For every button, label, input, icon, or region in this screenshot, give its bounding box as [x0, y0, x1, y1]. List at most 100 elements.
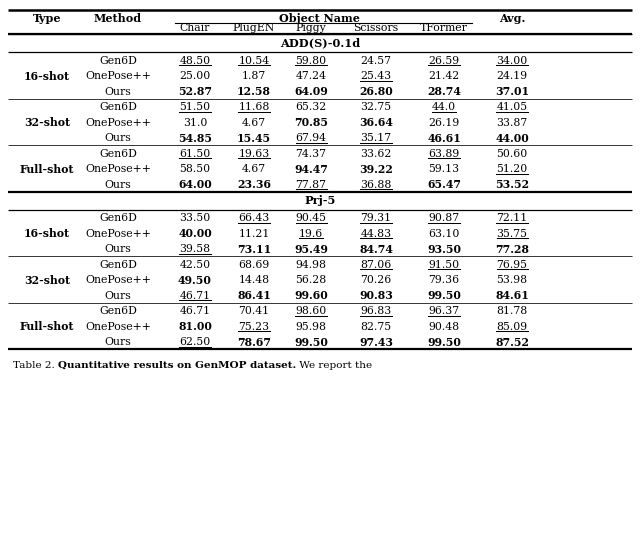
Text: 58.50: 58.50	[179, 164, 211, 174]
Text: 70.26: 70.26	[360, 275, 392, 285]
Text: 46.71: 46.71	[179, 291, 211, 301]
Text: 10.54: 10.54	[239, 56, 269, 65]
Text: 94.98: 94.98	[296, 259, 326, 270]
Text: 39.58: 39.58	[179, 244, 211, 254]
Text: 62.50: 62.50	[179, 337, 211, 347]
Text: 32.75: 32.75	[360, 102, 392, 112]
Text: Quantitative results on GenMOP dataset.: Quantitative results on GenMOP dataset.	[58, 360, 296, 369]
Text: 95.98: 95.98	[296, 321, 326, 331]
Text: 97.43: 97.43	[359, 336, 393, 348]
Text: 4.67: 4.67	[242, 164, 266, 174]
Text: 4.67: 4.67	[242, 118, 266, 128]
Text: 40.00: 40.00	[178, 228, 212, 239]
Text: 48.50: 48.50	[179, 56, 211, 65]
Text: Method: Method	[94, 12, 142, 23]
Text: 32-shot: 32-shot	[24, 117, 70, 128]
Text: 44.00: 44.00	[495, 132, 529, 143]
Text: Scissors: Scissors	[353, 23, 399, 33]
Text: Ours: Ours	[104, 337, 131, 347]
Text: 46.71: 46.71	[179, 306, 211, 316]
Text: 99.60: 99.60	[294, 290, 328, 301]
Text: 32-shot: 32-shot	[24, 275, 70, 286]
Text: OnePose++: OnePose++	[85, 118, 151, 128]
Text: 87.06: 87.06	[360, 259, 392, 270]
Text: OnePose++: OnePose++	[85, 229, 151, 238]
Text: 98.60: 98.60	[296, 306, 326, 316]
Text: Gen6D: Gen6D	[99, 148, 137, 158]
Text: 63.89: 63.89	[428, 148, 460, 158]
Text: Piggy: Piggy	[296, 23, 326, 33]
Text: 26.80: 26.80	[359, 86, 393, 97]
Text: Full-shot: Full-shot	[20, 163, 74, 175]
Text: 73.11: 73.11	[237, 243, 271, 254]
Text: 59.80: 59.80	[296, 56, 326, 65]
Text: 25.00: 25.00	[179, 71, 211, 81]
Text: 76.95: 76.95	[497, 259, 527, 270]
Text: 52.87: 52.87	[178, 86, 212, 97]
Text: 26.59: 26.59	[428, 56, 460, 65]
Text: 90.87: 90.87	[428, 213, 460, 223]
Text: 36.88: 36.88	[360, 180, 392, 190]
Text: 34.00: 34.00	[497, 56, 527, 65]
Text: 16-shot: 16-shot	[24, 228, 70, 239]
Text: 36.64: 36.64	[359, 117, 393, 128]
Text: 16-shot: 16-shot	[24, 70, 70, 81]
Text: 44.0: 44.0	[432, 102, 456, 112]
Text: 81.00: 81.00	[178, 321, 212, 332]
Text: 53.98: 53.98	[497, 275, 527, 285]
Text: 78.67: 78.67	[237, 336, 271, 348]
Text: 11.68: 11.68	[238, 102, 269, 112]
Text: Table 2.: Table 2.	[13, 360, 58, 369]
Text: 79.31: 79.31	[360, 213, 392, 223]
Text: 24.19: 24.19	[497, 71, 527, 81]
Text: 28.74: 28.74	[427, 86, 461, 97]
Text: 96.83: 96.83	[360, 306, 392, 316]
Text: We report the: We report the	[296, 360, 372, 369]
Text: Gen6D: Gen6D	[99, 56, 137, 65]
Text: Ours: Ours	[104, 291, 131, 301]
Text: 70.41: 70.41	[239, 306, 269, 316]
Text: 11.21: 11.21	[238, 229, 269, 238]
Text: 70.85: 70.85	[294, 117, 328, 128]
Text: OnePose++: OnePose++	[85, 164, 151, 174]
Text: 90.45: 90.45	[296, 213, 326, 223]
Text: 33.50: 33.50	[179, 213, 211, 223]
Text: 74.37: 74.37	[296, 148, 326, 158]
Text: 84.74: 84.74	[359, 243, 393, 254]
Text: 51.20: 51.20	[497, 164, 527, 174]
Text: 39.22: 39.22	[359, 163, 393, 175]
Text: 26.19: 26.19	[428, 118, 460, 128]
Text: Avg.: Avg.	[499, 12, 525, 23]
Text: Object Name: Object Name	[279, 12, 360, 23]
Text: 90.48: 90.48	[428, 321, 460, 331]
Text: 68.69: 68.69	[238, 259, 269, 270]
Text: 99.50: 99.50	[427, 336, 461, 348]
Text: 91.50: 91.50	[428, 259, 460, 270]
Text: 19.63: 19.63	[238, 148, 269, 158]
Text: Ours: Ours	[104, 244, 131, 254]
Text: 19.6: 19.6	[299, 229, 323, 238]
Text: 35.75: 35.75	[497, 229, 527, 238]
Text: Gen6D: Gen6D	[99, 306, 137, 316]
Text: 96.37: 96.37	[428, 306, 460, 316]
Text: Full-shot: Full-shot	[20, 321, 74, 332]
Text: 51.50: 51.50	[179, 102, 211, 112]
Text: Gen6D: Gen6D	[99, 213, 137, 223]
Text: 79.36: 79.36	[428, 275, 460, 285]
Text: 31.0: 31.0	[183, 118, 207, 128]
Text: 23.36: 23.36	[237, 179, 271, 190]
Text: 50.60: 50.60	[497, 148, 527, 158]
Text: 53.52: 53.52	[495, 179, 529, 190]
Text: 37.01: 37.01	[495, 86, 529, 97]
Text: 44.83: 44.83	[360, 229, 392, 238]
Text: 85.09: 85.09	[497, 321, 527, 331]
Text: 72.11: 72.11	[497, 213, 527, 223]
Text: Ours: Ours	[104, 86, 131, 97]
Text: 41.05: 41.05	[497, 102, 527, 112]
Text: 94.47: 94.47	[294, 163, 328, 175]
Text: Chair: Chair	[180, 23, 210, 33]
Text: 33.62: 33.62	[360, 148, 392, 158]
Text: OnePose++: OnePose++	[85, 275, 151, 285]
Text: 77.28: 77.28	[495, 243, 529, 254]
Text: Prj-5: Prj-5	[305, 195, 335, 206]
